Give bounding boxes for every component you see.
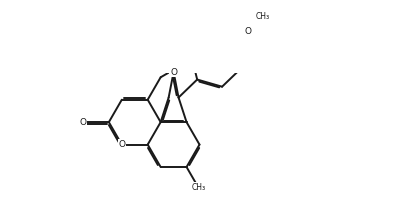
Text: CH₃: CH₃ [191, 183, 205, 192]
Text: O: O [170, 68, 177, 77]
Text: O: O [79, 118, 87, 127]
Text: CH₃: CH₃ [255, 12, 269, 21]
Text: O: O [244, 26, 251, 35]
Text: O: O [118, 140, 125, 149]
